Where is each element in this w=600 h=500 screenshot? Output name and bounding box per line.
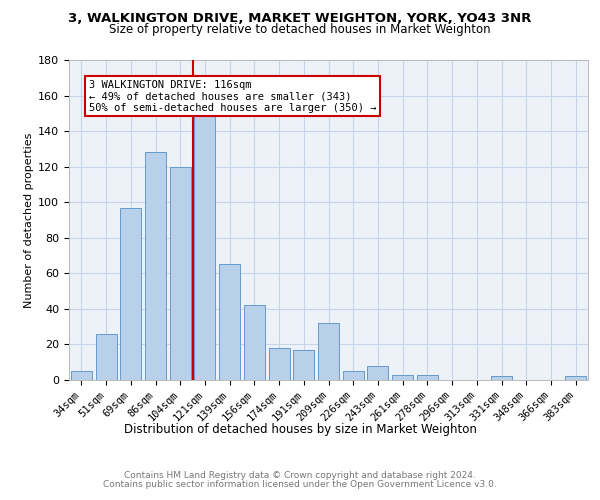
Bar (170, 166, 191, 380)
Bar (219, 264, 240, 380)
Text: 3 WALKINGTON DRIVE: 116sqm
← 49% of detached houses are smaller (343)
50% of sem: 3 WALKINGTON DRIVE: 116sqm ← 49% of deta… (89, 80, 376, 113)
Text: Contains public sector information licensed under the Open Government Licence v3: Contains public sector information licen… (103, 480, 497, 489)
Bar (71, 371, 92, 380)
Bar (343, 371, 364, 380)
Bar (367, 366, 388, 380)
Text: Size of property relative to detached houses in Market Weighton: Size of property relative to detached ho… (109, 22, 491, 36)
Bar (120, 208, 141, 380)
Bar (145, 152, 166, 380)
Bar (293, 350, 314, 380)
Text: Distribution of detached houses by size in Market Weighton: Distribution of detached houses by size … (124, 422, 476, 436)
Bar (244, 306, 265, 380)
Bar (95, 334, 116, 380)
Y-axis label: Number of detached properties: Number of detached properties (24, 132, 34, 308)
Bar (417, 374, 438, 380)
Bar (491, 376, 512, 380)
Bar (565, 376, 586, 380)
Bar (269, 348, 290, 380)
Bar (194, 114, 215, 380)
Text: Contains HM Land Registry data © Crown copyright and database right 2024.: Contains HM Land Registry data © Crown c… (124, 471, 476, 480)
Bar (392, 374, 413, 380)
Bar (318, 323, 339, 380)
Text: 3, WALKINGTON DRIVE, MARKET WEIGHTON, YORK, YO43 3NR: 3, WALKINGTON DRIVE, MARKET WEIGHTON, YO… (68, 12, 532, 26)
